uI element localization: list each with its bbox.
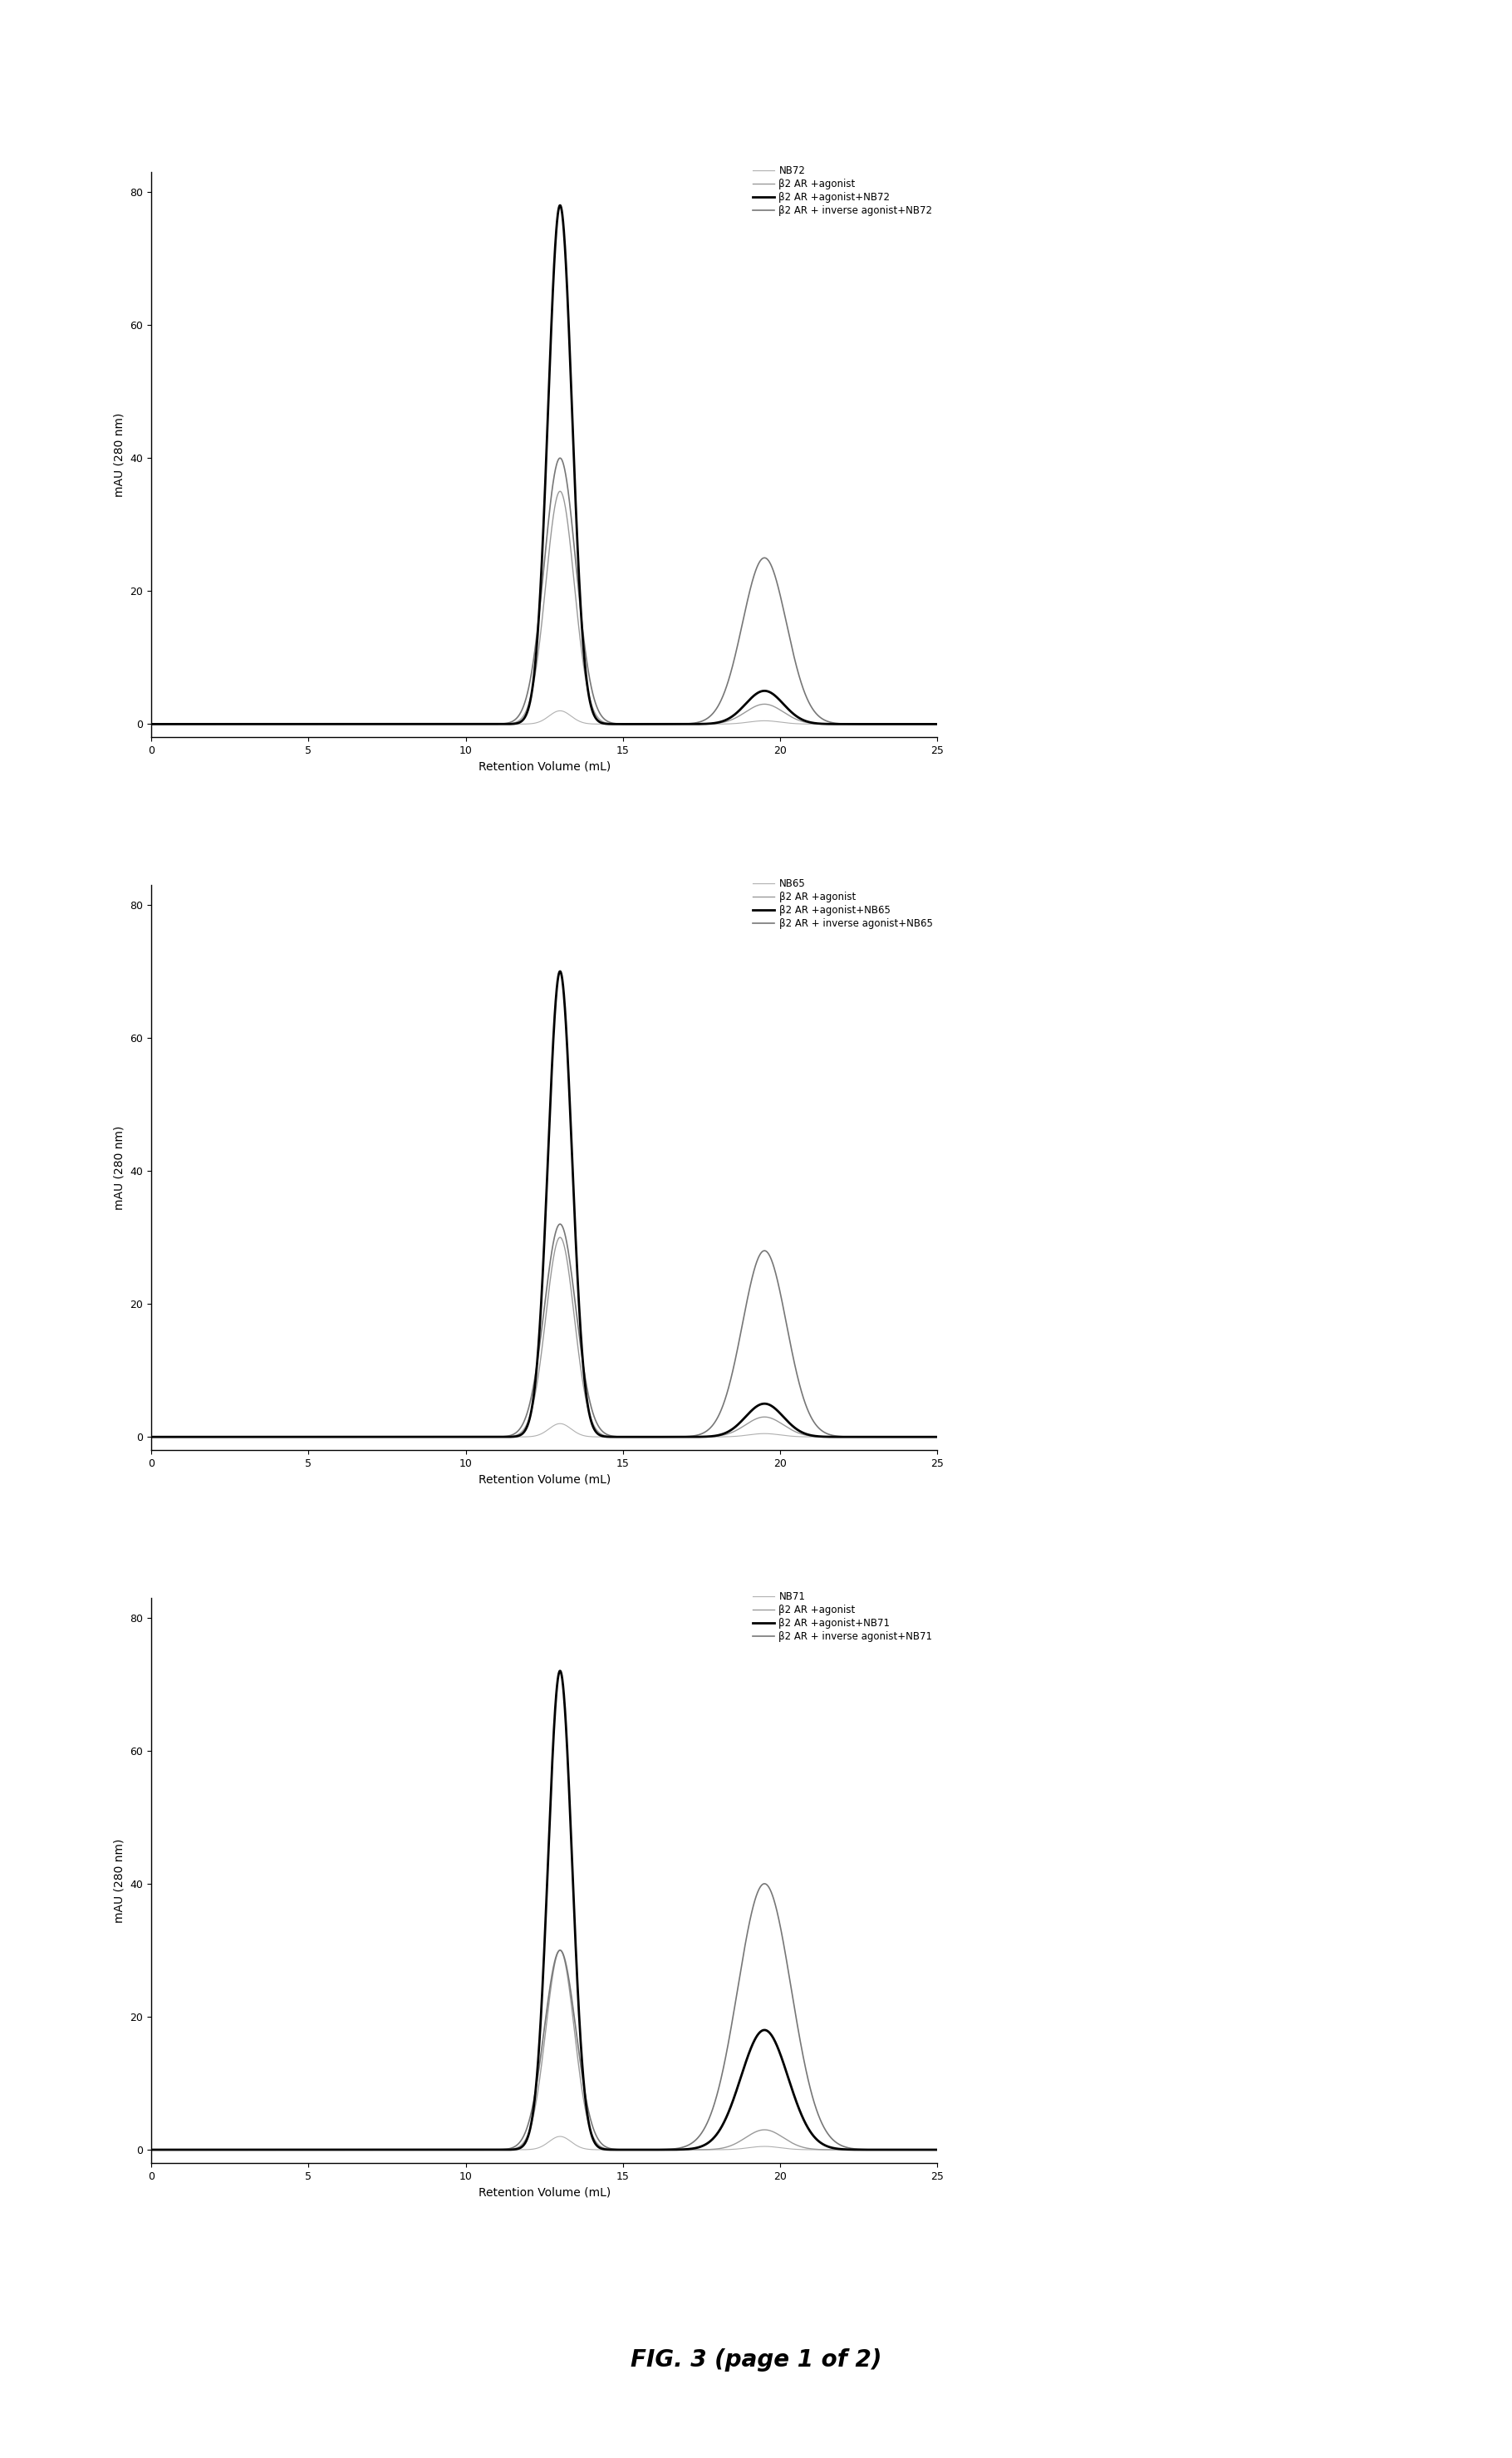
X-axis label: Retention Volume (mL): Retention Volume (mL) [478,2188,611,2197]
Legend: NB72, β2 AR +agonist, β2 AR +agonist+NB72, β2 AR + inverse agonist+NB72: NB72, β2 AR +agonist, β2 AR +agonist+NB7… [753,165,933,216]
X-axis label: Retention Volume (mL): Retention Volume (mL) [478,1475,611,1485]
Text: FIG. 3 (page 1 of 2): FIG. 3 (page 1 of 2) [631,2347,881,2372]
X-axis label: Retention Volume (mL): Retention Volume (mL) [478,762,611,772]
Legend: NB65, β2 AR +agonist, β2 AR +agonist+NB65, β2 AR + inverse agonist+NB65: NB65, β2 AR +agonist, β2 AR +agonist+NB6… [753,878,933,929]
Y-axis label: mAU (280 nm): mAU (280 nm) [113,1126,125,1209]
Y-axis label: mAU (280 nm): mAU (280 nm) [113,1839,125,1922]
Legend: NB71, β2 AR +agonist, β2 AR +agonist+NB71, β2 AR + inverse agonist+NB71: NB71, β2 AR +agonist, β2 AR +agonist+NB7… [753,1590,933,1642]
Y-axis label: mAU (280 nm): mAU (280 nm) [113,413,125,497]
